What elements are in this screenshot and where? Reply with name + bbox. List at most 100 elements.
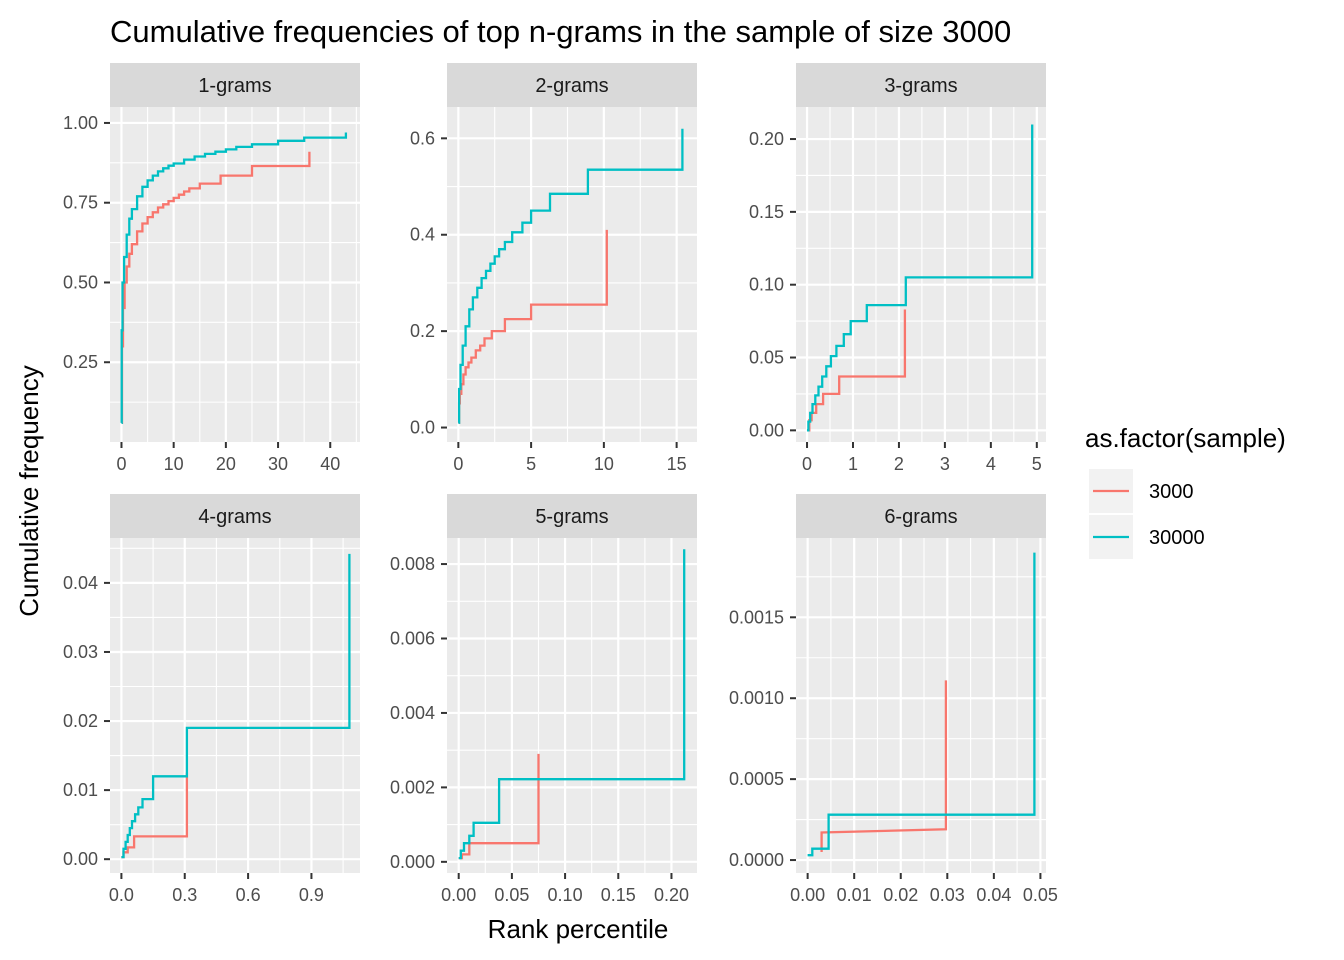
x-tick-label: 20 [216, 454, 236, 474]
facet-strip [796, 494, 1046, 538]
y-tick-label: 0.0015 [729, 607, 784, 627]
panel-background [447, 538, 697, 873]
y-tick-label: 0.15 [749, 202, 784, 222]
y-tick-label: 0.002 [390, 777, 435, 797]
legend-title: as.factor(sample) [1085, 423, 1286, 453]
y-tick-label: 0.50 [63, 272, 98, 292]
y-tick-label: 0.008 [390, 554, 435, 574]
series-line-3000 [820, 680, 948, 852]
legend-item-3000: 3000 [1089, 469, 1194, 513]
x-tick-label: 0.15 [601, 885, 636, 905]
y-tick-label: 0.75 [63, 193, 98, 213]
x-tick-label: 3 [940, 454, 950, 474]
x-tick-label: 0.03 [930, 885, 965, 905]
x-axis-title: Rank percentile [488, 914, 669, 944]
x-tick-label: 0.05 [494, 885, 529, 905]
panel-background [110, 538, 360, 873]
series-line-30000 [121, 553, 351, 859]
facet-strip [796, 63, 1046, 107]
panel-background [447, 107, 697, 442]
y-tick-label: 0.03 [63, 642, 98, 662]
x-tick-label: 5 [1032, 454, 1042, 474]
y-tick-label: 0.00 [749, 420, 784, 440]
x-tick-label: 40 [320, 454, 340, 474]
facet-label: 2-grams [535, 75, 608, 97]
y-tick-label: 0.00 [63, 849, 98, 869]
legend-keys: 3000 30000 [1089, 469, 1205, 559]
facet-label: 3-grams [884, 75, 957, 97]
series-line-30000 [807, 124, 1034, 432]
chart-title: Cumulative frequencies of top n-grams in… [110, 14, 1011, 49]
y-tick-label: 0.2 [410, 321, 435, 341]
panel-background [796, 538, 1046, 873]
legend: as.factor(sample) 3000 30000 [1085, 423, 1286, 559]
facet-strip [447, 63, 697, 107]
x-tick-label: 0.9 [299, 885, 324, 905]
y-axis-title: Cumulative frequency [14, 365, 44, 616]
panel-6-grams: 6-grams 0.00 0.01 0.02 0.03 0.04 0.05 0.0000 0.0… [729, 494, 1058, 905]
x-tick-label: 5 [526, 454, 536, 474]
x-tick-label: 0 [116, 454, 126, 474]
y-tick-label: 0.02 [63, 711, 98, 731]
panel-4-grams: 4-grams 0.0 0.3 0.6 0.9 0.00 0.01 0.02 0.03 0.04 [63, 494, 360, 905]
x-tick-label: 4 [986, 454, 996, 474]
y-tick-label: 0.000 [390, 852, 435, 872]
x-tick-label: 10 [164, 454, 184, 474]
series-line-30000 [807, 552, 1036, 857]
y-tick-label: 0.4 [410, 225, 435, 245]
x-tick-label: 0 [453, 454, 463, 474]
panel-1-grams: 1-grams 0 10 20 30 40 0.25 0.50 0.75 1.00 [63, 63, 360, 474]
y-tick-label: 0.04 [63, 573, 98, 593]
y-tick-label: 0.10 [749, 275, 784, 295]
legend-label: 30000 [1149, 527, 1205, 549]
y-tick-label: 0.0 [410, 418, 435, 438]
y-tick-label: 0.6 [410, 128, 435, 148]
x-tick-label: 1 [848, 454, 858, 474]
panel-3-grams: 3-grams 0 1 2 3 4 5 0.00 0.05 0.10 0.15 0.20 [749, 63, 1046, 474]
x-tick-label: 0.20 [654, 885, 689, 905]
y-tick-label: 0.0000 [729, 850, 784, 870]
x-tick-label: 0.0 [109, 885, 134, 905]
x-tick-label: 0.6 [236, 885, 261, 905]
y-tick-label: 0.006 [390, 629, 435, 649]
facet-label: 4-grams [198, 506, 271, 528]
x-tick-label: 0.05 [1023, 885, 1058, 905]
facet-label: 1-grams [198, 75, 271, 97]
series-line-3000 [120, 151, 311, 425]
series-line-30000 [457, 128, 684, 424]
y-tick-label: 0.01 [63, 780, 98, 800]
y-tick-label: 0.0005 [729, 769, 784, 789]
panel-5-grams: 5-grams 0.00 0.05 0.10 0.15 0.20 0.000 0.002 0.0… [390, 494, 697, 905]
x-tick-label: 0.04 [976, 885, 1011, 905]
x-tick-label: 0.00 [441, 885, 476, 905]
series-line-30000 [120, 132, 348, 425]
x-tick-label: 0.3 [172, 885, 197, 905]
facet-label: 5-grams [535, 506, 608, 528]
y-tick-label: 0.05 [749, 348, 784, 368]
x-tick-label: 0.00 [790, 885, 825, 905]
legend-item-30000: 30000 [1089, 515, 1205, 559]
y-tick-label: 0.20 [749, 129, 784, 149]
series-line-3000 [457, 229, 608, 424]
series-line-30000 [458, 549, 686, 860]
facet-strip [110, 494, 360, 538]
panel-background [796, 107, 1046, 442]
x-tick-label: 0.02 [883, 885, 918, 905]
x-tick-label: 2 [894, 454, 904, 474]
legend-label: 3000 [1149, 481, 1194, 503]
x-tick-label: 0.01 [837, 885, 872, 905]
x-tick-label: 0 [802, 454, 812, 474]
facet-strip [447, 494, 697, 538]
x-tick-label: 15 [667, 454, 687, 474]
facet-label: 6-grams [884, 506, 957, 528]
y-tick-label: 0.25 [63, 352, 98, 372]
y-tick-label: 0.004 [390, 703, 435, 723]
y-tick-label: 0.0010 [729, 688, 784, 708]
panel-2-grams: 2-grams 0 5 10 15 0.0 0.2 0.4 0.6 [410, 63, 697, 474]
x-tick-label: 10 [594, 454, 614, 474]
x-tick-label: 0.10 [548, 885, 583, 905]
x-tick-label: 30 [268, 454, 288, 474]
y-tick-label: 1.00 [63, 113, 98, 133]
